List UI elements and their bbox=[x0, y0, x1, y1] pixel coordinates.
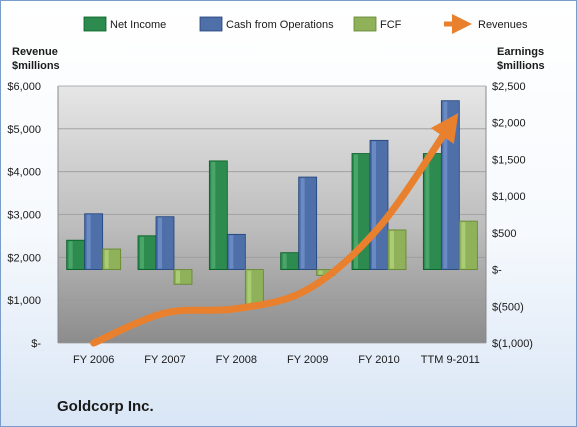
right-tick-label: $- bbox=[492, 265, 502, 277]
legend-label-net-income: Net Income bbox=[110, 19, 166, 31]
bar-highlight bbox=[68, 241, 73, 269]
legend-label-cash-from-operations: Cash from Operations bbox=[226, 19, 334, 31]
legend-label-revenues: Revenues bbox=[478, 19, 528, 31]
left-tick-label: $4,000 bbox=[7, 167, 41, 179]
bar-highlight bbox=[354, 154, 358, 269]
x-tick-label: FY 2010 bbox=[358, 354, 399, 366]
x-tick-label: FY 2007 bbox=[144, 354, 185, 366]
company-name: Goldcorp Inc. bbox=[57, 398, 154, 415]
left-tick-label: $1,000 bbox=[7, 295, 41, 307]
legend-swatch-cash-from-operations bbox=[199, 16, 223, 32]
right-tick-label: $(500) bbox=[492, 301, 524, 313]
x-tick-label: TTM 9-2011 bbox=[421, 354, 480, 366]
bar-highlight bbox=[425, 154, 430, 269]
bar-highlight bbox=[318, 270, 323, 275]
right-tick-label: $2,000 bbox=[492, 118, 526, 130]
bar-highlight bbox=[390, 230, 394, 269]
x-tick-label: FY 2008 bbox=[216, 354, 257, 366]
right-tick-label: $1,000 bbox=[492, 191, 526, 203]
x-tick-label: FY 2009 bbox=[287, 354, 328, 366]
left-tick-label: $3,000 bbox=[7, 210, 41, 222]
left-tick-label: $6,000 bbox=[7, 81, 41, 93]
bar-highlight bbox=[158, 217, 162, 269]
bar-highlight bbox=[282, 253, 287, 269]
right-tick-label: $2,500 bbox=[492, 81, 526, 93]
bar-highlight bbox=[211, 161, 216, 269]
bar-highlight bbox=[461, 222, 466, 269]
bar-highlight bbox=[86, 214, 91, 269]
legend-swatch-net-income bbox=[83, 16, 107, 32]
right-axis-title-line2: $millions bbox=[497, 60, 545, 72]
legend-label-fcf: FCF bbox=[380, 19, 402, 31]
bar-highlight bbox=[140, 236, 144, 269]
bar-highlight bbox=[372, 141, 376, 269]
bar-highlight bbox=[176, 270, 180, 284]
bar-highlight bbox=[247, 270, 252, 306]
legend-swatch-fcf bbox=[353, 16, 377, 32]
bar-highlight bbox=[443, 101, 448, 269]
right-axis-title-line1: Earnings bbox=[497, 46, 544, 58]
left-axis-title-line2: $millions bbox=[12, 60, 60, 72]
left-tick-label: $5,000 bbox=[7, 124, 41, 136]
plot-area: $- $1,000 $2,000 $3,000 $4,000 $5,000 $6,000 $(… bbox=[7, 81, 533, 366]
bar-highlight bbox=[300, 178, 305, 269]
revenue-line bbox=[90, 113, 459, 347]
right-tick-label: $(1,000) bbox=[492, 338, 533, 350]
left-axis-title-line1: Revenue bbox=[12, 46, 58, 58]
legend: Net Income Cash from Operations FCF Revenue… bbox=[83, 14, 528, 34]
left-tick-label: $- bbox=[31, 338, 41, 350]
x-tick-label: FY 2006 bbox=[73, 354, 114, 366]
bar-highlight bbox=[229, 235, 234, 269]
right-tick-label: $500 bbox=[492, 228, 516, 240]
left-tick-label: $2,000 bbox=[7, 252, 41, 264]
bar-highlight bbox=[104, 250, 109, 269]
right-tick-label: $1,500 bbox=[492, 154, 526, 166]
